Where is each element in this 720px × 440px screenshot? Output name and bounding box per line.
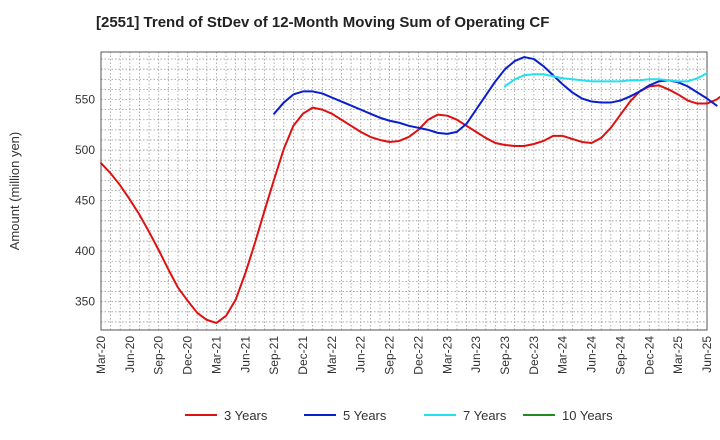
x-tick-label: Jun-22 — [354, 336, 368, 373]
y-axis-label: Amount (million yen) — [7, 132, 22, 251]
x-tick-label: Mar-21 — [209, 336, 223, 374]
x-tick-label: Jun-24 — [585, 336, 599, 373]
x-tick-label: Mar-20 — [94, 336, 108, 374]
x-tick-label: Sep-22 — [383, 336, 397, 375]
x-tick-label: Mar-22 — [325, 336, 339, 374]
x-tick-label: Jun-25 — [700, 336, 714, 373]
legend-label: 7 Years — [463, 408, 507, 423]
legend: 3 Years 5 Years 7 Years 10 Years — [185, 408, 613, 423]
series-line-3-years — [100, 84, 720, 324]
x-tick-label: Jun-20 — [123, 336, 137, 373]
axis-layer: 350 400 450 500 550 Amount (million yen) Mar-2… — [7, 93, 714, 375]
y-tick-label: 400 — [75, 244, 95, 258]
legend-label: 5 Years — [343, 408, 387, 423]
x-tick-label: Mar-23 — [440, 336, 454, 374]
x-tick-label: Sep-23 — [498, 336, 512, 375]
chart-title: [2551] Trend of StDev of 12-Month Moving… — [96, 14, 550, 31]
x-tick-label: Dec-23 — [527, 336, 541, 375]
legend-label: 10 Years — [562, 408, 613, 423]
y-tick-label: 350 — [75, 295, 95, 309]
x-tick-label: Sep-20 — [152, 336, 166, 375]
series-layer — [100, 56, 720, 324]
y-tick-label: 450 — [75, 194, 95, 208]
x-tick-label: Jun-23 — [469, 336, 483, 373]
plot-frame — [100, 51, 708, 331]
y-tick-label: 550 — [75, 93, 95, 107]
x-tick-label: Dec-20 — [181, 336, 195, 375]
x-tick-label: Sep-21 — [267, 336, 281, 375]
grid-layer — [101, 52, 707, 330]
y-tick-label: 500 — [75, 143, 95, 157]
x-tick-label: Dec-22 — [411, 336, 425, 375]
series-line-7-years — [504, 72, 708, 88]
x-tick-label: Dec-21 — [296, 336, 310, 375]
x-tick-label: Mar-24 — [556, 336, 570, 374]
x-tick-label: Mar-25 — [671, 336, 685, 374]
series-line-5-years — [273, 56, 718, 135]
x-tick-label: Jun-21 — [238, 336, 252, 373]
legend-label: 3 Years — [224, 408, 268, 423]
x-tick-label: Sep-24 — [613, 336, 627, 375]
x-tick-label: Dec-24 — [642, 336, 656, 375]
